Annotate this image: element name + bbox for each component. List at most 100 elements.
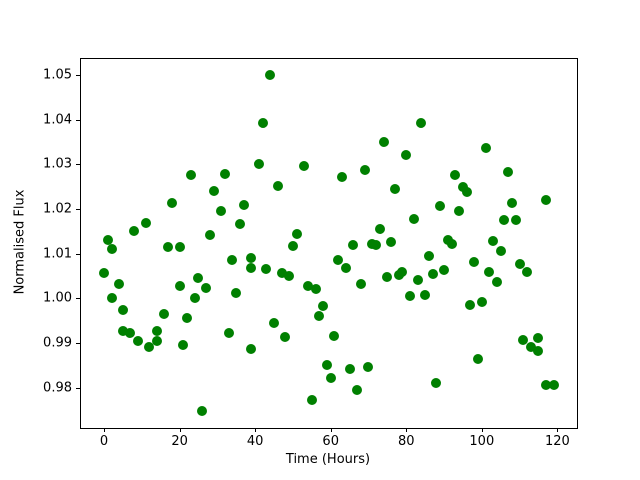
- y-tick-label: 1.03: [43, 156, 72, 172]
- data-point: [102, 234, 113, 245]
- data-point: [261, 264, 272, 275]
- x-tick-label: 120: [544, 434, 570, 449]
- data-point: [337, 171, 348, 182]
- data-point: [480, 143, 491, 154]
- y-tick-mark: [76, 119, 80, 121]
- y-tick-label: 1.02: [43, 201, 72, 217]
- data-point: [174, 241, 185, 252]
- y-tick-label: 0.99: [43, 335, 72, 351]
- data-point: [355, 278, 366, 289]
- x-tick-label: 20: [171, 434, 188, 449]
- data-point: [461, 187, 472, 198]
- x-tick-mark: [104, 428, 106, 432]
- data-point: [378, 136, 389, 147]
- data-point: [216, 205, 227, 216]
- data-point: [359, 164, 370, 175]
- data-point: [499, 214, 510, 225]
- data-point: [405, 290, 416, 301]
- data-point: [106, 244, 117, 255]
- data-point: [133, 335, 144, 346]
- x-tick-mark: [481, 428, 483, 432]
- data-point: [401, 149, 412, 160]
- data-point: [518, 334, 529, 345]
- data-point: [469, 257, 480, 268]
- data-point: [533, 333, 544, 344]
- data-point: [189, 293, 200, 304]
- data-point: [397, 267, 408, 278]
- x-tick-label: 40: [246, 434, 264, 449]
- data-point: [246, 253, 257, 264]
- data-point: [272, 181, 283, 192]
- data-point: [541, 379, 552, 390]
- data-point: [450, 170, 461, 181]
- data-point: [423, 250, 434, 261]
- data-point: [246, 343, 257, 354]
- y-tick-mark: [76, 343, 80, 345]
- data-point: [276, 268, 287, 279]
- data-point: [386, 236, 397, 247]
- data-point: [117, 326, 128, 336]
- data-point: [223, 328, 234, 339]
- data-point: [329, 330, 340, 341]
- data-point: [227, 254, 238, 265]
- data-point: [257, 117, 268, 128]
- data-point: [265, 70, 276, 81]
- data-point: [185, 170, 196, 181]
- data-point: [503, 167, 514, 178]
- data-point: [548, 380, 559, 391]
- data-point: [473, 354, 484, 365]
- data-point: [99, 268, 110, 279]
- data-point: [208, 186, 219, 197]
- data-point: [495, 245, 506, 256]
- data-point: [525, 341, 536, 352]
- data-point: [382, 271, 393, 282]
- data-point: [151, 326, 162, 337]
- data-point: [344, 364, 355, 375]
- data-point: [129, 226, 140, 237]
- data-point: [219, 169, 230, 180]
- data-point: [178, 339, 189, 350]
- data-point: [454, 206, 465, 217]
- data-point: [340, 263, 351, 274]
- y-tick-mark: [76, 387, 80, 389]
- y-tick-mark: [76, 209, 80, 211]
- data-point: [533, 346, 544, 357]
- data-point: [167, 198, 178, 209]
- data-point: [246, 263, 257, 274]
- data-point: [280, 331, 291, 342]
- data-point: [125, 328, 136, 339]
- data-point: [303, 280, 314, 291]
- x-tick-label: 100: [469, 434, 495, 449]
- data-point: [446, 239, 457, 250]
- data-point: [193, 273, 204, 284]
- data-point: [291, 229, 302, 240]
- data-point: [114, 278, 125, 289]
- data-point: [412, 274, 423, 285]
- data-point: [151, 335, 162, 346]
- data-point: [431, 377, 442, 388]
- x-tick-mark: [406, 428, 408, 432]
- y-axis-label: Normalised Flux: [12, 189, 28, 295]
- y-tick-label: 1.05: [43, 67, 72, 83]
- data-point: [325, 373, 336, 384]
- data-point: [310, 284, 321, 294]
- data-point: [197, 405, 208, 416]
- data-point: [204, 230, 215, 241]
- data-point: [488, 235, 499, 246]
- y-tick-mark: [76, 253, 80, 255]
- data-point: [201, 283, 212, 294]
- data-point: [420, 289, 431, 300]
- y-tick-mark: [76, 75, 80, 77]
- data-point: [333, 254, 344, 265]
- data-point: [439, 264, 450, 275]
- data-point: [163, 241, 174, 252]
- y-tick-label: 0.98: [43, 380, 72, 396]
- data-point: [541, 195, 552, 206]
- data-point: [427, 268, 438, 279]
- data-point: [140, 217, 151, 228]
- y-tick-label: 1.00: [43, 290, 72, 306]
- data-point: [435, 201, 446, 212]
- data-point: [117, 305, 128, 315]
- data-point: [465, 299, 476, 310]
- y-tick-mark: [76, 298, 80, 300]
